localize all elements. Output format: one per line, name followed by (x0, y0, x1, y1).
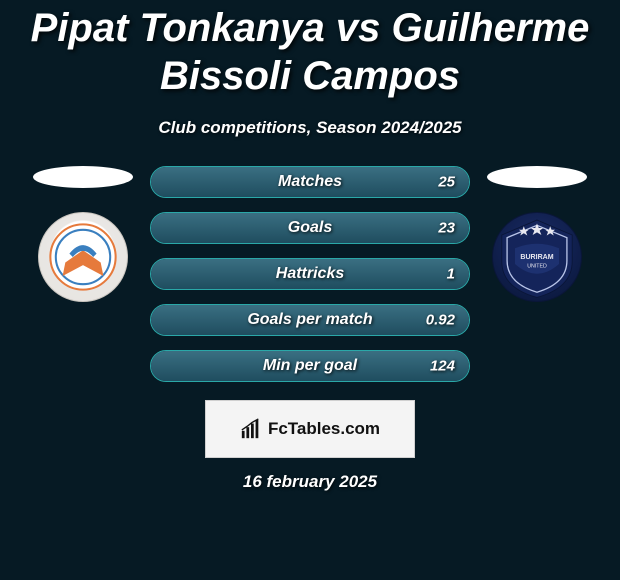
stat-right-value: 1 (447, 266, 455, 283)
stat-label: Matches (278, 173, 342, 191)
chart-icon (240, 418, 262, 440)
stat-row-goals-per-match: Goals per match 0.92 (150, 304, 470, 336)
flag-left (33, 166, 133, 188)
stat-row-goals: Goals 23 (150, 212, 470, 244)
flag-right (487, 166, 587, 188)
stat-label: Hattricks (276, 265, 344, 283)
comparison-container: Matches 25 Goals 23 Hattricks 1 Goals pe… (0, 166, 620, 382)
stat-label: Goals (288, 219, 332, 237)
club-crest-left-icon (49, 223, 117, 291)
stat-right-value: 0.92 (426, 312, 455, 329)
player-right-column: BURIRAM UNITED (482, 166, 592, 302)
page-title: Pipat Tonkanya vs Guilherme Bissoli Camp… (0, 0, 620, 100)
stat-right-value: 23 (438, 220, 455, 237)
stat-right-value: 25 (438, 174, 455, 191)
svg-text:BURIRAM: BURIRAM (520, 254, 553, 261)
stat-row-hattricks: Hattricks 1 (150, 258, 470, 290)
date-text: 16 february 2025 (0, 472, 620, 492)
footer-brand-badge[interactable]: FcTables.com (205, 400, 415, 458)
club-crest-right-icon: BURIRAM UNITED (493, 212, 581, 302)
club-logo-right: BURIRAM UNITED (492, 212, 582, 302)
stat-label: Min per goal (263, 357, 357, 375)
footer-brand-text: FcTables.com (268, 419, 380, 439)
club-logo-left (38, 212, 128, 302)
stat-row-min-per-goal: Min per goal 124 (150, 350, 470, 382)
stat-label: Goals per match (247, 311, 372, 329)
stat-right-value: 124 (430, 358, 455, 375)
stats-column: Matches 25 Goals 23 Hattricks 1 Goals pe… (150, 166, 470, 382)
subtitle: Club competitions, Season 2024/2025 (0, 118, 620, 138)
player-left-column (28, 166, 138, 302)
svg-text:UNITED: UNITED (527, 264, 547, 270)
stat-row-matches: Matches 25 (150, 166, 470, 198)
